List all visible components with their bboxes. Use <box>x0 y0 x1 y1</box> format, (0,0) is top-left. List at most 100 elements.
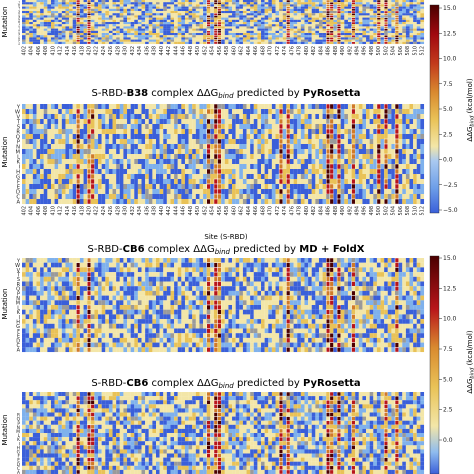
x-tick-label: 434 <box>137 46 143 56</box>
heatmap-cell <box>344 4 348 7</box>
heatmap-cell <box>228 144 233 150</box>
heatmap-cell <box>416 19 421 23</box>
heatmap-cell <box>156 258 160 263</box>
heatmap-cell <box>369 37 374 40</box>
heatmap-cell <box>355 154 359 160</box>
heatmap-cell <box>22 30 26 34</box>
heatmap-cell <box>105 22 109 25</box>
heatmap-cell <box>76 262 81 268</box>
heatmap-cell <box>32 26 37 29</box>
heatmap-cell <box>340 184 345 190</box>
heatmap-cell <box>235 37 240 40</box>
heatmap-cell <box>387 19 392 23</box>
heatmap-cell <box>152 114 157 120</box>
heatmap-cell <box>232 124 236 130</box>
heatmap-cell <box>213 37 218 40</box>
row-label: Y <box>16 105 21 111</box>
heatmap-cell <box>32 28 37 31</box>
heatmap-cell <box>242 104 247 110</box>
heatmap-cell <box>250 194 254 200</box>
heatmap-cell <box>235 194 240 200</box>
heatmap-cell <box>108 8 113 12</box>
heatmap-cell <box>177 114 182 120</box>
heatmap-cell <box>304 149 309 155</box>
heatmap-cell <box>43 119 48 125</box>
heatmap-cell <box>86 133 92 140</box>
heatmap-cell <box>116 26 120 29</box>
heatmap-cell <box>340 28 345 31</box>
heatmap-cell <box>315 33 320 36</box>
x-tick-label: 452 <box>202 206 208 216</box>
heatmap-cell <box>413 104 417 110</box>
x-tick-label: 460 <box>231 206 237 216</box>
heatmap-cell <box>376 184 381 190</box>
heatmap-cell <box>340 124 345 130</box>
heatmap-cell <box>398 30 403 34</box>
heatmap-cell <box>380 39 385 42</box>
heatmap-cell <box>206 143 211 150</box>
heatmap-cell <box>333 104 338 110</box>
heatmap-cell <box>65 15 70 18</box>
heatmap-cell <box>192 199 196 205</box>
heatmap-cell <box>286 173 291 180</box>
heatmap-cell <box>297 39 301 42</box>
heatmap-cell <box>206 13 211 16</box>
heatmap-cell <box>76 258 80 263</box>
heatmap-cell <box>184 169 189 175</box>
heatmap-cell <box>79 114 84 120</box>
x-tick-label: 456 <box>217 206 223 216</box>
heatmap-cell <box>199 41 204 45</box>
heatmap-cell <box>137 39 142 42</box>
heatmap-cell <box>394 19 399 23</box>
heatmap-cell <box>130 13 135 16</box>
heatmap-cell <box>127 169 131 175</box>
heatmap-cell <box>420 104 425 110</box>
heatmap-cell <box>159 139 164 145</box>
heatmap-cell <box>300 0 305 3</box>
heatmap-cell <box>79 189 84 195</box>
heatmap-cell <box>116 189 120 195</box>
heatmap-cell <box>61 30 66 34</box>
heatmap-cell <box>315 174 320 180</box>
heatmap-cell <box>195 17 200 20</box>
heatmap-cell <box>112 267 117 273</box>
heatmap-cell <box>405 262 410 268</box>
heatmap-cell <box>101 199 106 205</box>
heatmap-cell <box>152 154 157 160</box>
heatmap-cell <box>152 2 157 5</box>
heatmap-cell <box>366 258 370 263</box>
x-tick-label: 450 <box>195 46 201 56</box>
heatmap-cell <box>94 169 99 175</box>
heatmap-cell <box>282 11 287 14</box>
heatmap-cell <box>192 104 196 110</box>
heatmap-cell <box>228 28 233 31</box>
heatmap-cell <box>94 4 99 7</box>
x-tick-label: 422 <box>94 46 100 56</box>
heatmap-cell <box>86 28 92 32</box>
heatmap-cell <box>105 19 109 23</box>
heatmap-cell <box>101 258 106 263</box>
heatmap-cell <box>340 26 345 29</box>
heatmap-cell <box>398 179 403 185</box>
heatmap-cell <box>395 109 399 115</box>
heatmap-cell <box>318 8 323 12</box>
heatmap-cell <box>137 2 142 5</box>
heatmap-cell <box>235 134 240 140</box>
heatmap-cell <box>366 159 370 165</box>
heatmap-cell <box>40 129 44 135</box>
heatmap-cell <box>152 104 157 110</box>
heatmap-cell <box>127 159 131 165</box>
heatmap-cell <box>369 119 374 125</box>
heatmap-cell <box>278 133 284 140</box>
heatmap-cell <box>101 24 106 27</box>
heatmap-cell <box>112 2 117 5</box>
heatmap-cell <box>239 13 243 16</box>
heatmap-cell <box>351 21 356 25</box>
heatmap-cell <box>344 26 348 29</box>
heatmap-cell <box>224 262 229 268</box>
heatmap-cell <box>123 154 128 160</box>
heatmap-cell <box>235 159 240 165</box>
heatmap-cell <box>322 104 327 110</box>
heatmap-cell <box>36 41 41 45</box>
heatmap-cell <box>232 129 236 135</box>
